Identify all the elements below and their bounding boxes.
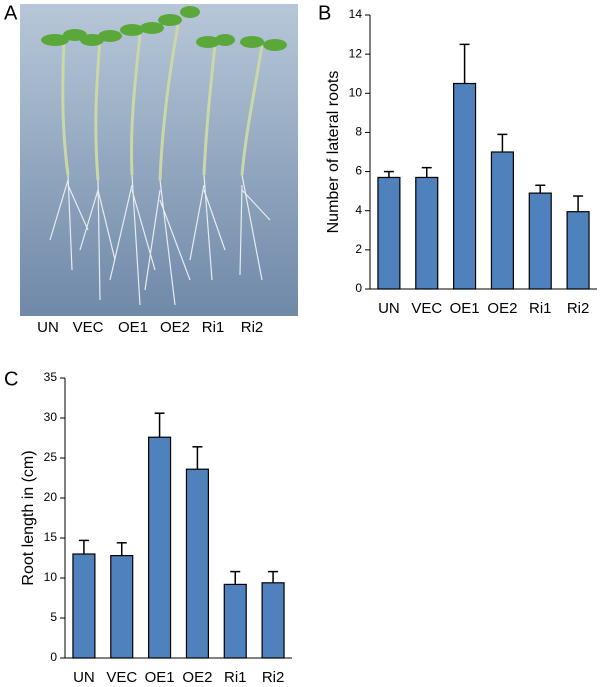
y-axis-label: Number of lateral roots: [325, 71, 342, 234]
y-tick-label: 6: [355, 164, 362, 178]
y-tick-label: 14: [349, 7, 363, 21]
photo-label: VEC: [73, 319, 104, 336]
photo-label: Ri2: [241, 319, 264, 336]
x-tick-label: OE2: [182, 669, 212, 686]
bar: [453, 82, 477, 290]
y-tick-label: 10: [44, 570, 58, 584]
y-tick-label: 25: [44, 450, 58, 464]
y-tick-label: 0: [355, 281, 362, 295]
y-tick-label: 8: [355, 125, 362, 139]
x-tick-label: VEC: [411, 300, 442, 317]
y-tick-label: 4: [355, 203, 362, 217]
bar: [415, 176, 439, 290]
y-tick-label: 0: [50, 650, 57, 664]
seedling-leaves: [41, 6, 287, 51]
photo-label: UN: [37, 319, 59, 336]
panel-label: C: [4, 368, 18, 390]
photo-label: OE2: [160, 319, 190, 336]
x-tick-label: OE1: [145, 669, 175, 686]
x-tick-label: Ri1: [224, 669, 247, 686]
bar: [261, 582, 285, 659]
photo-label: Ri1: [202, 319, 225, 336]
panel-label: B: [318, 2, 331, 24]
bar: [490, 151, 514, 290]
x-tick-label: Ri2: [262, 669, 285, 686]
x-tick-label: VEC: [106, 669, 137, 686]
y-tick-label: 10: [349, 85, 363, 99]
x-tick-label: OE1: [450, 300, 480, 317]
y-axis-label: Root length in (cm): [20, 450, 37, 585]
x-tick-label: UN: [378, 300, 400, 317]
x-tick-label: OE2: [487, 300, 517, 317]
bar: [148, 436, 172, 659]
x-tick-label: Ri1: [529, 300, 552, 317]
y-tick-label: 5: [50, 610, 57, 624]
x-tick-label: Ri2: [567, 300, 590, 317]
seedling-stems: [61, 24, 264, 181]
y-tick-label: 30: [44, 410, 58, 424]
photo-plate: [20, 4, 298, 316]
y-tick-label: 35: [44, 370, 58, 384]
photo-label: OE1: [118, 319, 148, 336]
bar: [223, 583, 247, 659]
bar: [528, 192, 552, 290]
seedling-roots: [49, 174, 271, 306]
y-tick-label: 12: [349, 46, 363, 60]
bar: [110, 554, 134, 659]
bar: [377, 176, 401, 290]
bar: [566, 211, 590, 290]
x-tick-label: UN: [73, 669, 95, 686]
y-tick-label: 15: [44, 530, 58, 544]
bar: [185, 468, 209, 659]
y-tick-label: 20: [44, 490, 58, 504]
panel-label: A: [4, 2, 18, 24]
y-tick-label: 2: [355, 242, 362, 256]
bar: [72, 553, 96, 659]
photo: [20, 4, 298, 316]
